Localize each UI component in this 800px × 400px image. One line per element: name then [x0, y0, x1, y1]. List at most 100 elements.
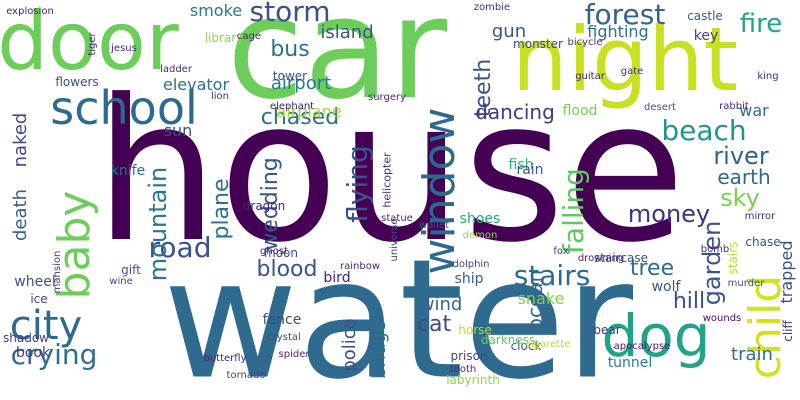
cloud-word: apocalypse	[613, 341, 671, 352]
cloud-word: gift	[121, 263, 141, 277]
cloud-word: labyrinth	[446, 373, 500, 387]
cloud-word: death	[10, 189, 31, 241]
cloud-word: dancing	[475, 100, 555, 124]
cloud-word: island	[320, 22, 374, 43]
cloud-word: rabbit	[719, 101, 749, 112]
cloud-word: police	[339, 318, 360, 372]
cloud-word: prison	[450, 349, 488, 363]
cloud-word: ghost	[260, 246, 288, 257]
cloud-word: wine	[109, 276, 133, 287]
cloud-word: earth	[717, 165, 771, 189]
cloud-word: darkness	[480, 333, 536, 347]
cloud-word: demon	[462, 230, 498, 241]
cloud-word: flowers	[55, 75, 99, 89]
cloud-word: fish	[508, 157, 534, 173]
cloud-word: crying	[10, 338, 98, 371]
cloud-word: zombie	[473, 2, 511, 13]
cloud-word: desert	[644, 102, 676, 113]
cloud-word: falling	[557, 168, 590, 254]
cloud-word: mansion	[52, 250, 63, 294]
cloud-word: cigarette	[525, 339, 571, 350]
cloud-word: snake	[517, 289, 565, 308]
cloud-word: fox	[553, 246, 569, 257]
cloud-word: wheel	[14, 274, 56, 290]
cloud-word: elevator	[162, 75, 230, 94]
cloud-word: stairs	[513, 259, 591, 292]
cloud-word: elephant	[269, 101, 315, 112]
cloud-word: clock	[510, 339, 542, 353]
cloud-word: drowning	[577, 253, 625, 264]
cloud-word: ice	[30, 292, 48, 306]
cloud-word: train	[731, 344, 773, 365]
cloud-word: tooth	[449, 364, 477, 375]
cloud-word: plane	[209, 178, 234, 240]
cloud-word: bomb	[700, 244, 730, 255]
cloud-word: butterfly	[203, 353, 247, 364]
cloud-word: helicopter	[380, 152, 394, 208]
cloud-word: ship	[454, 271, 484, 287]
cloud-word: smoke	[189, 1, 243, 20]
cloud-word: ladder	[160, 64, 192, 75]
cloud-word: blood	[256, 257, 318, 282]
cloud-word: bicycle	[567, 37, 603, 48]
cloud-word: storm	[249, 0, 331, 28]
cloud-word: book	[15, 345, 51, 361]
cloud-word: school	[50, 81, 198, 135]
cloud-word: cliff	[781, 320, 795, 342]
cloud-word: bear	[593, 323, 621, 337]
cloud-word: staircase	[594, 251, 648, 265]
cloud-word: house	[94, 58, 686, 286]
cloud-word: horse	[458, 323, 492, 337]
cloud-word: king	[757, 71, 779, 82]
cloud-word: statue	[381, 213, 413, 224]
cloud-word: naked	[10, 112, 31, 168]
cloud-word: sun	[163, 121, 193, 140]
cloud-word: water	[162, 223, 634, 400]
cloud-word: murder	[727, 278, 765, 289]
cloud-word: airport	[270, 73, 332, 94]
cloud-word: gate	[620, 66, 644, 77]
cloud-word: window	[414, 107, 465, 275]
cloud-word: jesus	[111, 43, 137, 54]
cloud-word: fire	[739, 9, 783, 39]
cloud-word: sky	[720, 184, 760, 212]
cloud-word: chase	[745, 235, 781, 249]
cloud-word: river	[713, 142, 769, 170]
cloud-word: forest	[584, 0, 666, 31]
cloud-word: airplane	[276, 102, 342, 121]
cloud-word: tornado	[226, 370, 266, 381]
cloud-word: mountain	[144, 166, 172, 282]
cloud-word: mirror	[744, 211, 776, 222]
cloud-word: car	[226, 0, 448, 131]
cloud-word: monster	[513, 37, 563, 51]
cloud-word: shoes	[459, 211, 501, 227]
cloud-word: bird	[323, 270, 351, 286]
cloud-word: stairs	[726, 241, 740, 275]
cloud-word: money	[627, 200, 711, 228]
cloud-word: moon	[264, 246, 298, 260]
cloud-word: tree	[629, 256, 675, 281]
cloud-word: city	[9, 303, 83, 349]
cloud-word: fighting	[587, 22, 649, 41]
cloud-word: wind	[419, 294, 463, 315]
cloud-word: cage	[236, 31, 262, 42]
cloud-word: hill	[672, 289, 706, 314]
cloud-word: rainbow	[340, 261, 380, 272]
cloud-word: road	[148, 231, 212, 264]
cloud-word: cat	[416, 312, 452, 337]
cloud-word: flying	[341, 145, 374, 223]
cloud-word: door	[0, 0, 179, 88]
cloud-word: key	[693, 28, 719, 44]
cloud-word: bus	[270, 37, 310, 62]
cloud-word: tower	[272, 69, 308, 83]
cloud-word: beach	[661, 114, 747, 147]
cloud-word: castle	[687, 9, 723, 23]
cloud-word: guitar	[575, 71, 605, 82]
cloud-word: chased	[260, 105, 340, 130]
cloud-word: dog	[601, 302, 711, 370]
cloud-word: knife	[110, 163, 146, 179]
cloud-word: tunnel	[607, 355, 653, 371]
cloud-word: rain	[516, 162, 544, 178]
cloud-word: night	[511, 8, 739, 111]
